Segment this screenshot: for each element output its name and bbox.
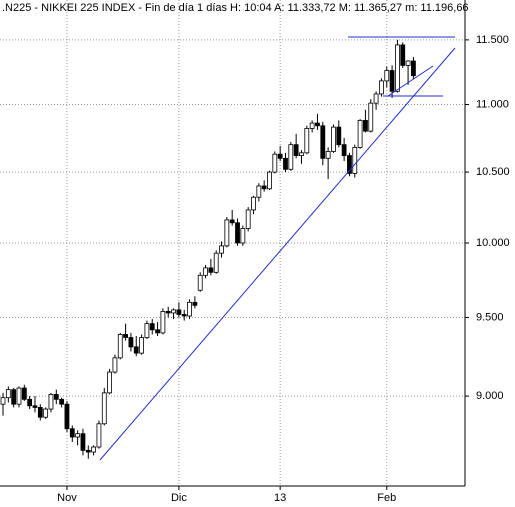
candle-body xyxy=(59,398,65,405)
candle-body xyxy=(112,357,118,373)
candle-body xyxy=(107,371,112,394)
x-tick-label: Nov xyxy=(57,492,77,504)
candle-body xyxy=(181,314,187,317)
y-tick-label: 9.000 xyxy=(476,390,504,402)
candle-body xyxy=(357,120,363,148)
candle-body xyxy=(368,102,374,132)
candle-body xyxy=(192,301,198,306)
candle-body xyxy=(85,449,91,453)
candle-body xyxy=(272,153,278,173)
candle-body xyxy=(347,155,352,174)
chart-title: .N225 - NIKKEI 225 INDEX - Fin de día 1 … xyxy=(2,2,469,14)
candle-body xyxy=(176,309,182,315)
candle-body xyxy=(336,126,342,146)
candle-body xyxy=(309,122,315,129)
candle-body xyxy=(27,398,33,407)
trend-line xyxy=(387,65,434,97)
candle-body xyxy=(144,323,150,338)
candle-body xyxy=(64,403,70,430)
candle-body xyxy=(325,151,331,159)
candle-body xyxy=(165,311,171,314)
x-tick-label: 13 xyxy=(274,492,286,504)
candle-body xyxy=(160,311,166,334)
candle-body xyxy=(283,157,288,170)
candle-body xyxy=(171,309,176,314)
candle-body xyxy=(352,146,358,174)
candle-body xyxy=(224,219,230,247)
candle-body xyxy=(117,334,123,359)
candle-body xyxy=(261,185,267,190)
candle-body xyxy=(256,185,262,198)
candle-body xyxy=(16,387,22,405)
candle-body xyxy=(213,252,219,273)
candle-body xyxy=(5,389,11,399)
candle-body xyxy=(277,153,283,159)
candle-body xyxy=(320,125,326,159)
candle-body xyxy=(405,60,411,66)
y-tick-label: 9.500 xyxy=(476,311,504,323)
y-tick-label: 11.000 xyxy=(476,98,509,110)
candle-body xyxy=(123,334,128,338)
candle-body xyxy=(75,433,81,438)
candle-body xyxy=(197,274,203,291)
candle-body xyxy=(37,407,43,418)
candle-body xyxy=(187,301,192,317)
candle-body xyxy=(149,323,155,331)
candle-body xyxy=(240,228,246,244)
trend-line xyxy=(99,47,456,461)
candle-body xyxy=(373,93,379,104)
candle-body xyxy=(400,44,406,66)
candle-body xyxy=(315,122,320,127)
candle-body xyxy=(331,126,336,152)
candle-body xyxy=(235,222,240,244)
x-tick-label: Feb xyxy=(377,492,396,504)
candle-body xyxy=(96,423,102,448)
candle-body xyxy=(48,394,54,410)
candle-body xyxy=(304,128,310,154)
candle-body xyxy=(288,144,294,170)
candle-body xyxy=(229,219,235,224)
y-tick-label: 11.500 xyxy=(476,34,509,46)
candle-body xyxy=(53,394,59,400)
candle-body xyxy=(245,209,251,229)
y-tick-label: 10.500 xyxy=(476,166,510,178)
candle-body xyxy=(293,144,299,156)
candle-body xyxy=(299,152,304,156)
candle-body xyxy=(43,408,49,418)
y-tick-label: 10.000 xyxy=(476,237,510,249)
candle-body xyxy=(363,120,368,132)
candle-body xyxy=(80,433,86,451)
candle-body xyxy=(341,144,347,156)
candle-body xyxy=(208,267,214,273)
candle-body xyxy=(101,392,107,425)
candle-body xyxy=(139,337,144,354)
candle-body xyxy=(128,337,134,348)
candle-body xyxy=(395,44,400,92)
candle-body xyxy=(389,70,395,92)
candle-body xyxy=(219,245,224,254)
candle-body xyxy=(69,428,75,438)
candle-body xyxy=(32,405,38,408)
candle-body xyxy=(91,446,97,453)
candle-body xyxy=(133,346,139,354)
candle-body xyxy=(0,397,6,405)
candle-body xyxy=(251,196,256,211)
candle-body xyxy=(21,387,27,400)
candle-body xyxy=(411,60,416,77)
candle-body xyxy=(155,329,160,334)
candle-body xyxy=(384,70,390,82)
candle-body xyxy=(267,171,272,190)
x-tick-label: Dic xyxy=(171,492,187,504)
plot xyxy=(0,0,465,486)
trend-lines xyxy=(99,36,456,461)
candle-body xyxy=(203,267,208,276)
candle-body xyxy=(379,80,384,95)
candle-body xyxy=(11,389,17,405)
